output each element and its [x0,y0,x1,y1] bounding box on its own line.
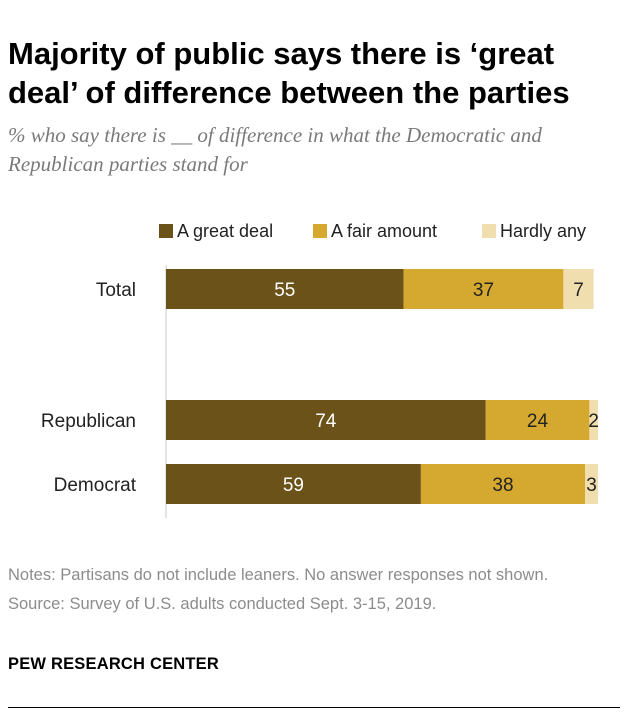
data-label-total-1: 55 [274,280,295,301]
data-label-democrat-1: 59 [283,475,304,496]
stacked-bar-chart: A great deal A fair amount Hardly any Total… [41,221,599,518]
legend-swatch-2 [313,224,327,238]
bar-segment-democrat-2 [420,464,586,504]
data-label-democrat-3: 3 [586,475,597,496]
legend-swatch-1 [159,224,173,238]
bar-segment-republican-1 [166,400,486,440]
bar-segment-total-3 [563,269,594,309]
data-label-republican-2: 24 [527,411,549,432]
chart-notes: Notes: Partisans do not include leaners.… [8,564,618,616]
chart-title: Majority of public says there is ‘great … [8,36,570,110]
category-label-total: Total [96,280,136,301]
category-label-democrat: Democrat [54,475,137,496]
bar-segment-democrat-3 [585,464,598,504]
footer-rule [8,707,620,708]
bar-segment-democrat-1 [166,464,421,504]
category-label-republican: Republican [41,411,136,432]
notes-text: Notes: Partisans do not include leaners.… [8,566,549,584]
source-text: Source: Survey of U.S. adults conducted … [8,595,437,613]
legend-swatch-3 [482,224,496,238]
data-label-democrat-2: 38 [492,475,513,496]
bar-segment-republican-2 [485,400,590,440]
data-label-total-3: 7 [573,280,584,301]
chart-subtitle: % who say there is __ of difference in w… [8,123,542,176]
bar-segment-total-2 [403,269,564,309]
brand-logo-text: PEW RESEARCH CENTER [8,655,219,673]
legend-label-1: A great deal [177,221,273,241]
bar-segment-total-1 [166,269,404,309]
legend-label-2: A fair amount [331,221,437,241]
bar-segment-republican-3 [589,400,598,440]
legend-label-3: Hardly any [500,221,586,241]
data-label-republican-3: 2 [588,411,599,432]
data-label-republican-1: 74 [315,411,337,432]
data-label-total-2: 37 [473,280,494,301]
